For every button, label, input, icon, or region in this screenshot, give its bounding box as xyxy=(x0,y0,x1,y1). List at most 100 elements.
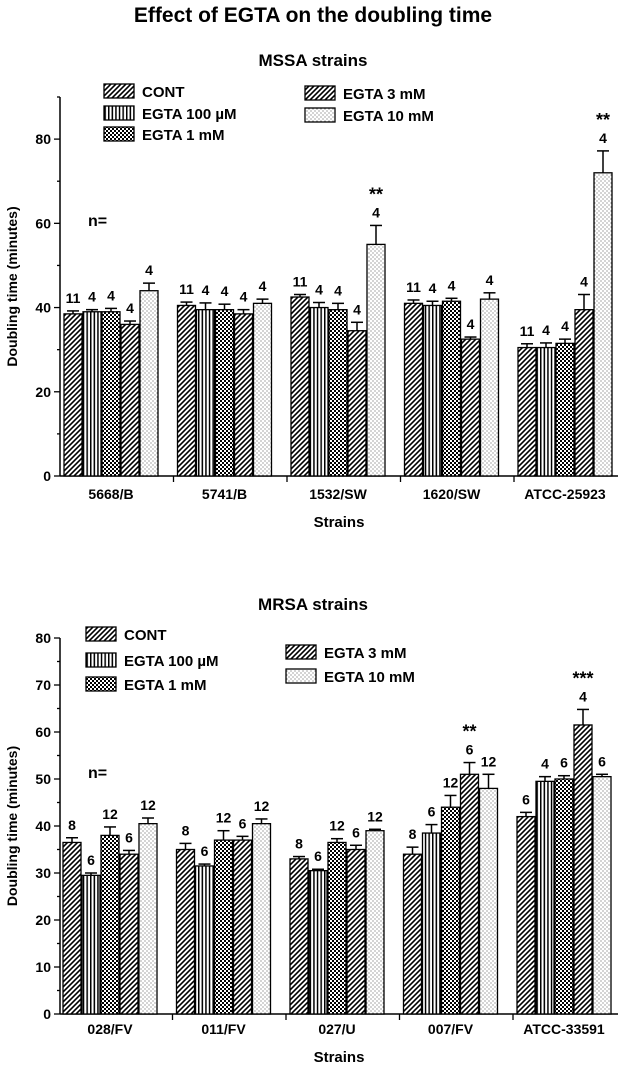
bar-egta-1-mm xyxy=(555,342,575,477)
n-value-label: 4 xyxy=(486,272,494,288)
bar-egta-1-mm xyxy=(213,839,234,1015)
bar-cont xyxy=(290,296,310,477)
bar-egta-10-mm xyxy=(365,830,385,1015)
x-tick-label: 011/FV xyxy=(201,1021,246,1037)
bar-egta-10-mm xyxy=(251,823,272,1015)
x-tick-label: 1532/SW xyxy=(309,486,367,502)
n-value-label: 4 xyxy=(334,282,342,298)
legend-swatch-egta-10-mm xyxy=(285,668,317,684)
n-label: n= xyxy=(88,213,107,230)
bar-egta-3-mm xyxy=(232,839,253,1015)
x-axis-title: Strains xyxy=(314,514,365,531)
legend-swatch-egta-1-mm xyxy=(85,676,117,692)
n-value-label: 4 xyxy=(145,262,153,278)
n-value-label: 12 xyxy=(254,798,270,814)
chart-title: MSSA strains xyxy=(259,51,368,70)
n-value-label: 6 xyxy=(522,791,530,807)
bar-egta-100-um xyxy=(535,780,555,1015)
y-tick-label: 70 xyxy=(35,677,51,693)
n-value-label: 12 xyxy=(443,774,459,790)
bar-cont xyxy=(175,848,196,1015)
n-value-label: 4 xyxy=(448,277,456,293)
legend-swatch-egta-100-um xyxy=(103,105,135,121)
bar-egta-10-mm xyxy=(139,290,159,477)
legend-label-egta-3-mm: EGTA 3 mM xyxy=(324,645,407,662)
n-value-label: 8 xyxy=(409,826,417,842)
bar-egta-3-mm xyxy=(233,313,254,477)
bar-egta-1-mm xyxy=(327,841,347,1015)
x-tick-label: 5741/B xyxy=(202,486,247,502)
n-value-label: 4 xyxy=(467,316,475,332)
x-axis-title: Strains xyxy=(314,1049,365,1066)
bar-egta-3-mm xyxy=(459,773,480,1015)
bar-cont xyxy=(516,815,536,1015)
figure-title: Effect of EGTA on the doubling time xyxy=(134,4,492,27)
legend-label-cont: CONT xyxy=(124,627,167,644)
n-value-label: 4 xyxy=(107,287,115,303)
x-tick-label: 027/U xyxy=(318,1021,355,1037)
bar-egta-100-um xyxy=(422,304,443,477)
bar-egta-100-um xyxy=(195,309,216,477)
chart-title: MRSA strains xyxy=(258,595,368,614)
n-value-label: 4 xyxy=(599,130,607,146)
x-tick-label: 007/FV xyxy=(428,1021,474,1037)
n-value-label: 4 xyxy=(542,322,550,338)
n-value-label: 4 xyxy=(561,318,569,334)
legend-label-egta-100-um: EGTA 100 µM xyxy=(124,653,219,670)
n-value-label: 6 xyxy=(352,824,360,840)
n-value-label: 4 xyxy=(429,280,437,296)
bar-egta-10-mm xyxy=(366,243,386,477)
n-value-label: 4 xyxy=(579,688,587,704)
n-value-label: 8 xyxy=(68,817,76,833)
n-value-label: 4 xyxy=(353,301,361,317)
y-tick-label: 60 xyxy=(35,215,51,231)
bar-egta-100-um xyxy=(82,311,102,477)
n-value-label: 6 xyxy=(201,843,209,859)
significance-label: ** xyxy=(596,110,610,130)
bar-egta-3-mm xyxy=(574,309,594,477)
y-tick-label: 10 xyxy=(35,959,51,975)
legend-label-egta-1-mm: EGTA 1 mM xyxy=(124,677,207,694)
x-tick-label: ATCC-33591 xyxy=(523,1021,605,1037)
legend-swatch-cont xyxy=(103,83,135,99)
y-tick-label: 30 xyxy=(35,865,51,881)
bar-egta-3-mm xyxy=(573,724,593,1015)
n-value-label: 12 xyxy=(140,797,156,813)
n-value-label: 12 xyxy=(329,818,345,834)
n-value-label: 12 xyxy=(481,753,497,769)
n-value-label: 12 xyxy=(367,808,383,824)
bar-cont xyxy=(517,346,537,477)
bar-egta-100-um xyxy=(308,870,328,1015)
n-value-label: 6 xyxy=(314,848,322,864)
y-tick-label: 80 xyxy=(35,131,51,147)
legend-label-egta-10-mm: EGTA 10 mM xyxy=(343,108,434,125)
legend-label-egta-1-mm: EGTA 1 mM xyxy=(142,127,225,144)
bar-egta-3-mm xyxy=(120,323,140,477)
n-value-label: 4 xyxy=(541,756,549,772)
legend-label-egta-3-mm: EGTA 3 mM xyxy=(343,86,426,103)
mrsa-chart: MRSA strains 0 10 20 30 40 50 60 70 80 Doubling ti… xyxy=(4,595,618,1066)
bar-egta-10-mm xyxy=(252,302,273,477)
bar-egta-3-mm xyxy=(347,330,367,477)
x-tick-label: ATCC-25923 xyxy=(524,486,606,502)
n-value-label: 4 xyxy=(372,204,380,220)
n-value-label: 6 xyxy=(598,753,606,769)
legend-swatch-cont xyxy=(85,626,117,642)
bar-egta-100-um xyxy=(309,306,329,477)
bar-egta-1-mm xyxy=(328,309,348,477)
bar-egta-10-mm xyxy=(138,823,158,1015)
significance-label: ** xyxy=(369,184,383,204)
bar-egta-10-mm xyxy=(592,776,612,1015)
n-value-label: 4 xyxy=(221,283,229,299)
mssa-chart: MSSA strains 0 20 40 60 80 Doubling time (minu… xyxy=(4,51,618,531)
n-value-label: 4 xyxy=(315,282,323,298)
bar-cont xyxy=(402,853,423,1015)
bar-cont xyxy=(176,304,197,477)
bar-cont xyxy=(403,302,424,477)
bar-egta-1-mm xyxy=(441,300,462,477)
significance-label: *** xyxy=(572,668,593,688)
n-value-label: 6 xyxy=(239,815,247,831)
legend-swatch-egta-1-mm xyxy=(103,126,135,142)
bar-cont xyxy=(63,313,83,477)
